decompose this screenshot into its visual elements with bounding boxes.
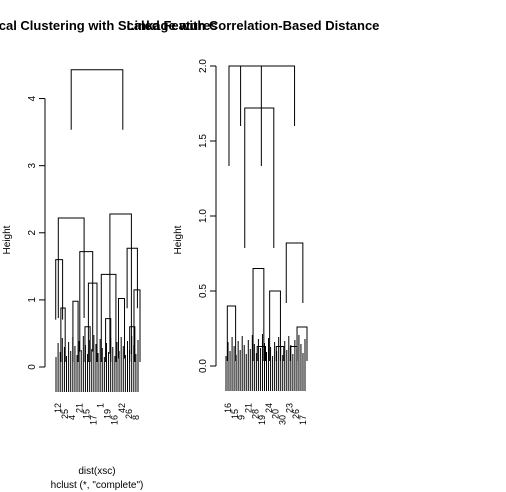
left-leaf-label: 25 [60,409,70,419]
right-ylabel: Height [173,225,184,254]
right-title: Linkage with Correlation-Based Distance [127,18,380,33]
right-merge-link [244,107,275,248]
left-merge-link [70,69,124,130]
right-merge-link [226,305,237,361]
left-merge-link [133,289,141,362]
left-leaf-label: 42 [117,403,127,413]
right-leaf-label: 9 [237,415,247,420]
left-merge-link [57,217,85,319]
right-y-axis: 0.0 0.5 1.0 1.5 2.0 [198,59,217,373]
left-merge-link [87,282,98,362]
dendrogram-right: Linkage with Correlation-Based Distance … [127,18,380,425]
right-tick-label: 1.0 [198,209,209,223]
right-leaf-label: 23 [284,403,294,413]
left-merge-link [60,307,66,362]
dendrogram-left: Hierarchical Clustering with Scaled Feat… [0,18,218,491]
left-merge-link [55,259,64,320]
left-merge-link [100,273,117,362]
right-leaf-label: 15 [230,409,240,419]
right-leaf-label: 17 [298,415,308,425]
right-leaf-label: 28 [250,409,260,419]
left-leaf-label: 8 [131,415,141,420]
left-leaf-label: 21 [74,403,84,413]
left-leaf-label: 26 [124,409,134,419]
left-sub: hclust (*, "complete") [51,480,144,491]
left-merge-link [118,298,126,359]
left-tick-label: 1 [27,297,38,303]
right-merge-link [228,65,262,166]
right-leaf-label: 24 [264,403,274,413]
left-leaf-label: 4 [67,415,77,420]
left-leaf-label: 16 [110,415,120,425]
right-tick-label: 0.5 [198,284,209,298]
left-dendrogram-tree [55,69,141,392]
right-leaf-label: 21 [243,403,253,413]
left-y-axis: 0 1 2 3 4 [27,95,46,370]
right-merge-link [296,326,308,361]
left-xlabel: dist(xsc) [78,466,115,477]
left-tick-label: 4 [27,95,38,101]
right-merge-link [252,268,265,361]
left-merge-link [126,247,138,309]
left-ylabel: Height [2,225,13,254]
left-leaf-label: 12 [53,403,63,413]
left-merge-link [109,213,132,354]
left-leaf-label: 15 [81,409,91,419]
right-merge-link [240,65,296,126]
right-merge-link [289,346,298,361]
left-merge-link [129,326,136,362]
right-leaf-label: 16 [223,403,233,413]
right-merge-link [285,242,304,303]
right-tick-label: 2.0 [198,59,209,73]
left-leaf-label: 19 [103,409,113,419]
right-merge-link [256,346,266,361]
right-leaf-label: 20 [271,409,281,419]
left-tick-label: 0 [27,364,38,370]
left-title: Hierarchical Clustering with Scaled Feat… [0,18,218,33]
left-merge-link [79,251,94,352]
right-leaf-label: 19 [257,415,267,425]
left-leaf-label: 1 [96,403,106,408]
left-tick-label: 2 [27,230,38,236]
right-merge-link [269,290,281,361]
left-merge-link [72,300,79,362]
left-tick-label: 3 [27,162,38,168]
right-tick-label: 0.0 [198,359,209,373]
right-leaf-label: 26 [291,409,301,419]
right-dendrogram-tree [225,65,308,391]
right-leaf-label: 30 [278,415,288,425]
right-tick-label: 1.5 [198,134,209,148]
left-leaf-label: 17 [88,415,98,425]
